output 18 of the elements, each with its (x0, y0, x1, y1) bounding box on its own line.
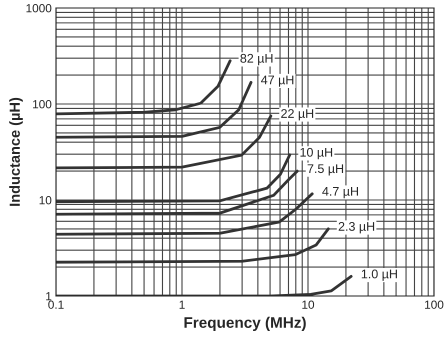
series-label: 4.7 µH (322, 187, 358, 198)
x-axis-title: Frequency (MHz) (184, 316, 306, 331)
y-tick-label: 1000 (26, 4, 52, 12)
series-label: 22 µH (281, 109, 314, 120)
x-tick-label: 1 (180, 300, 185, 309)
series-label: 82 µH (240, 54, 272, 66)
y-tick-label: 100 (33, 100, 52, 108)
y-tick-label: 1 (46, 292, 52, 300)
series-label: 1.0 µH (362, 270, 397, 281)
x-tick-label: 100 (425, 300, 444, 309)
series-label: 2.3 µH (338, 222, 374, 234)
series-label: 10 µH (300, 148, 332, 160)
x-tick-label: 10 (302, 300, 314, 309)
y-tick-label: 10 (40, 196, 52, 204)
series-label: 7.5 µH (308, 164, 344, 176)
x-tick-label: 0.1 (48, 300, 64, 309)
y-axis-title: Inductance (µH) (9, 98, 23, 206)
series-label: 47 µH (261, 76, 294, 87)
